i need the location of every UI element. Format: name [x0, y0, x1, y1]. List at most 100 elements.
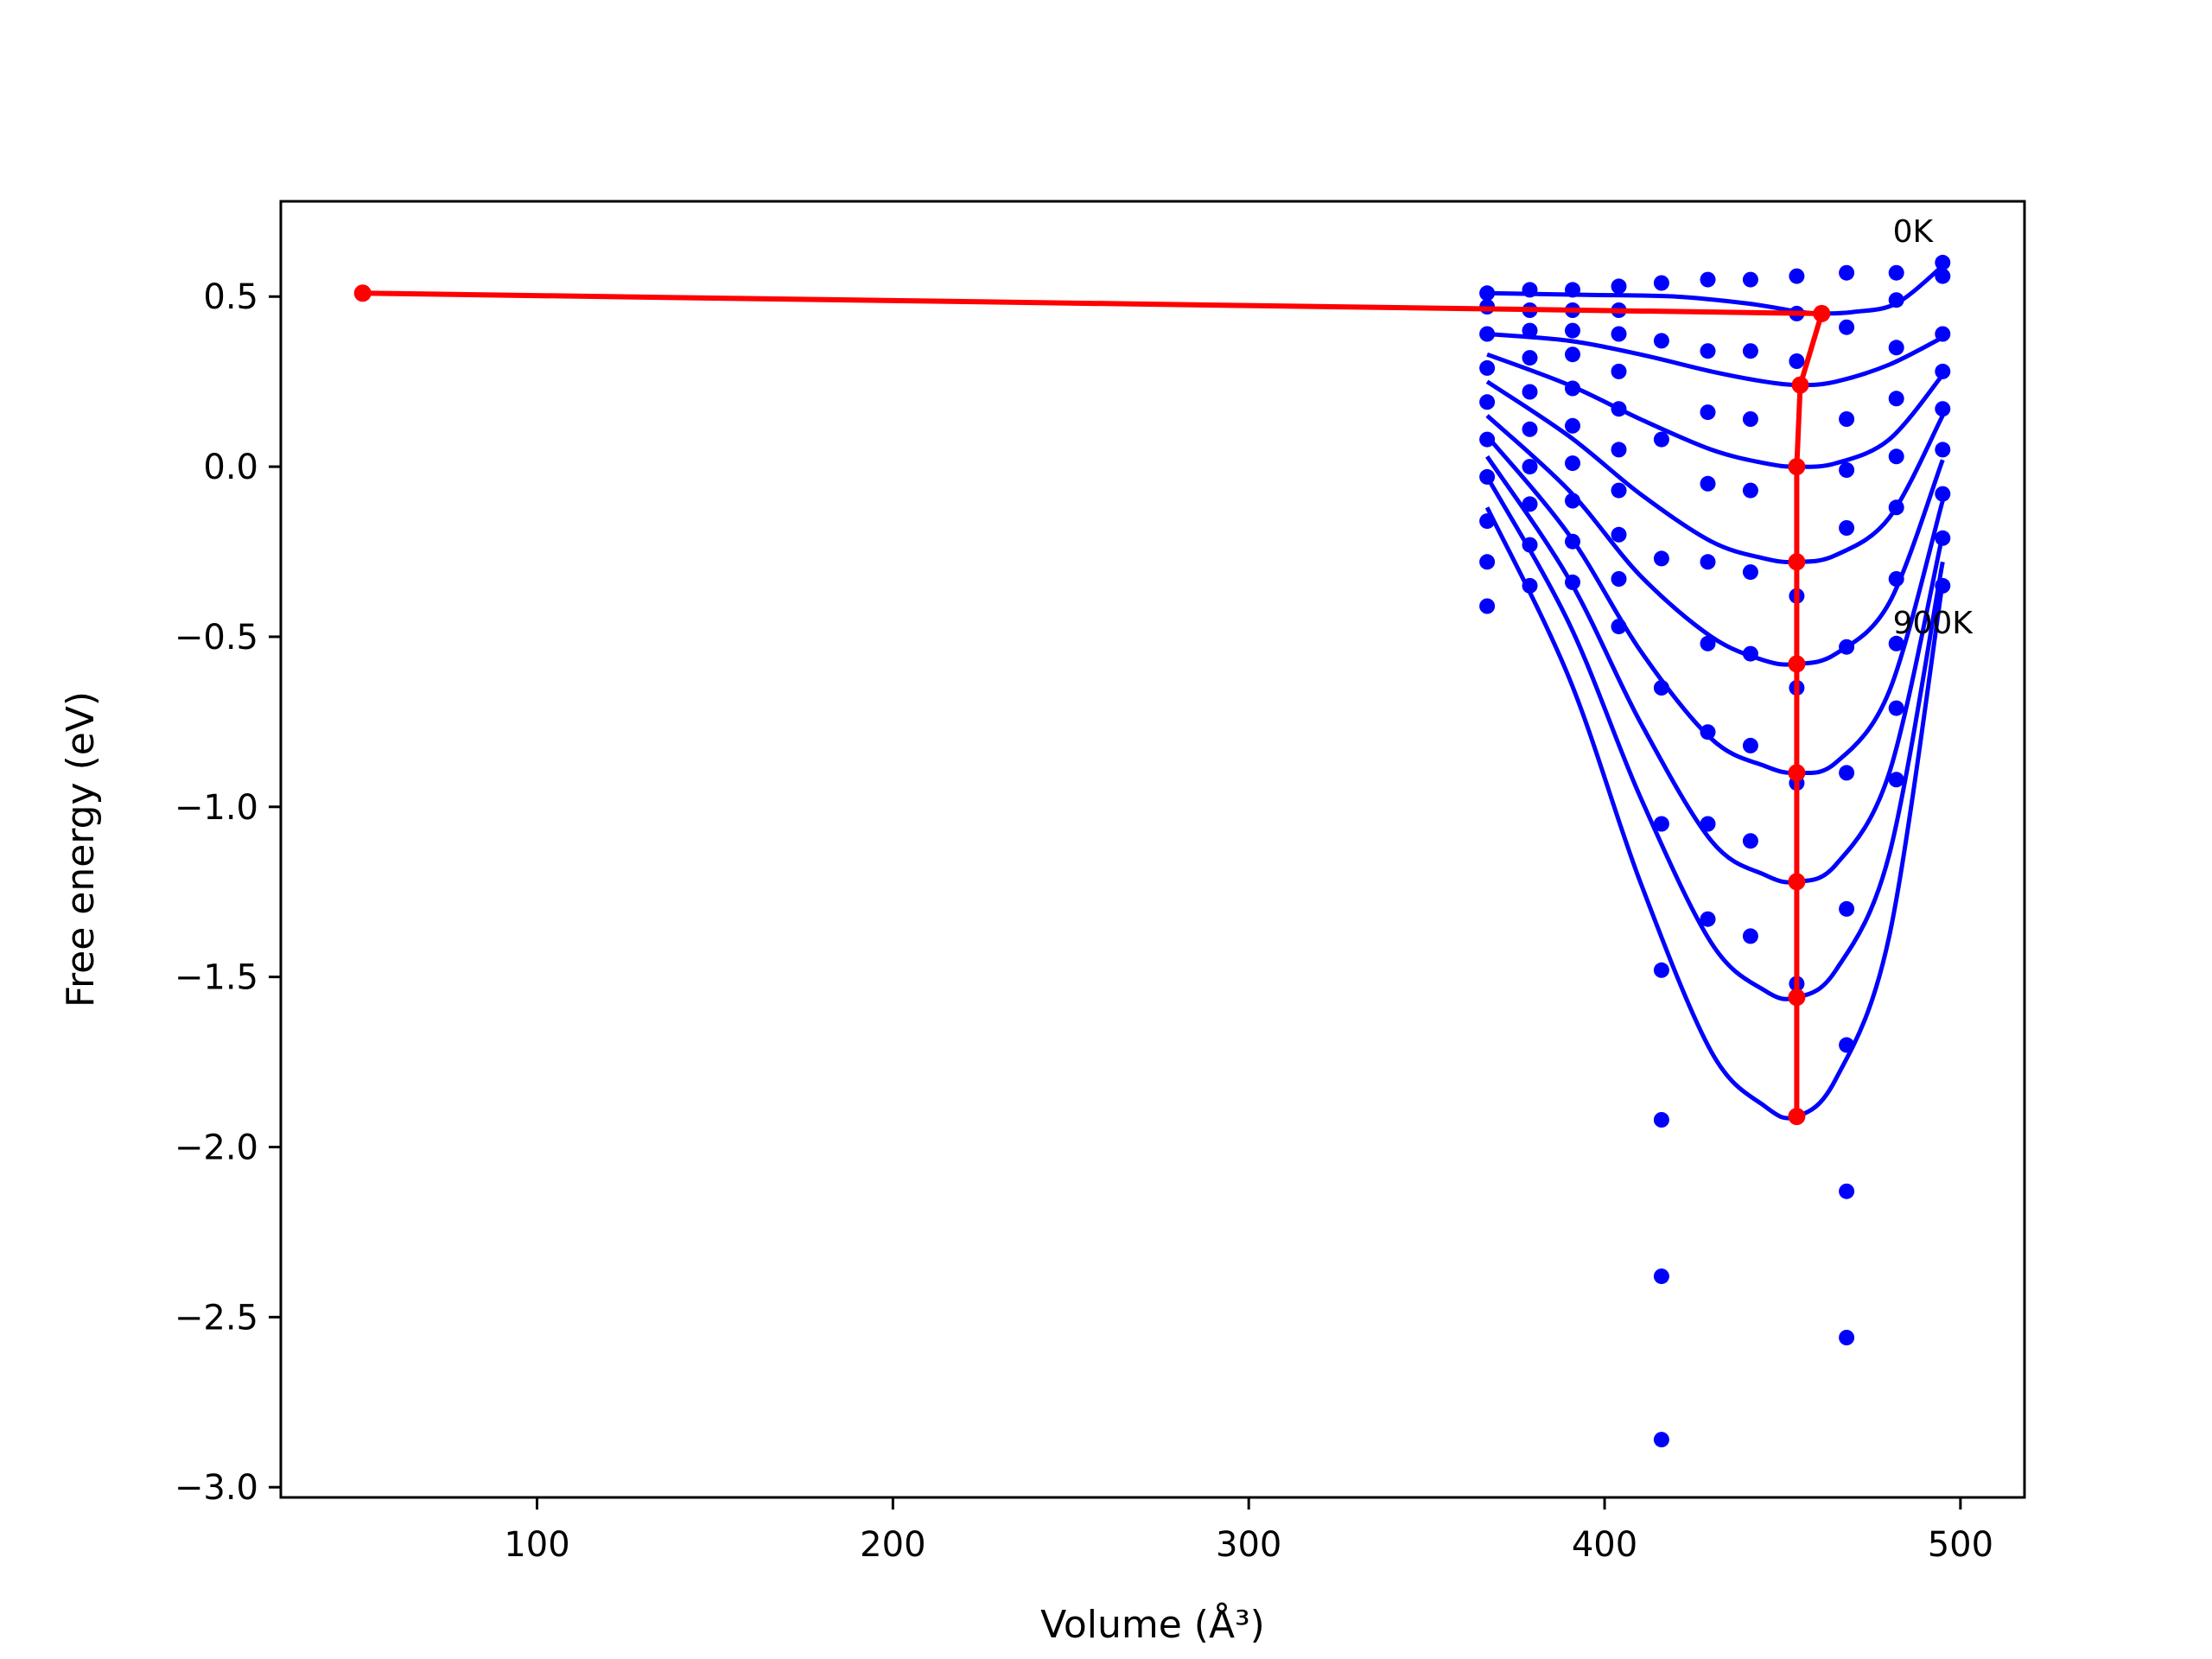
- data-point-76: [1479, 598, 1496, 614]
- data-point-5: [1653, 275, 1669, 291]
- minimum-marker-8: [1788, 873, 1806, 891]
- y-tick-label: 0.0: [203, 448, 258, 487]
- data-point-64: [1611, 526, 1627, 543]
- data-point-67: [1522, 537, 1538, 553]
- data-point-48: [1611, 442, 1627, 458]
- data-point-8: [1789, 268, 1805, 284]
- data-point-28: [1888, 340, 1904, 356]
- data-point-36: [1839, 411, 1855, 427]
- data-point-25: [1742, 343, 1758, 359]
- data-point-70: [1653, 550, 1669, 567]
- data-point-78: [1565, 574, 1580, 590]
- data-point-93: [1700, 816, 1716, 832]
- data-point-41: [1565, 380, 1580, 397]
- data-point-105: [1653, 1432, 1669, 1448]
- data-point-17: [1888, 292, 1904, 308]
- data-point-59: [1888, 499, 1904, 516]
- data-point-32: [1565, 346, 1580, 363]
- data-point-75: [1935, 577, 1951, 594]
- y-tick-label: −2.0: [175, 1128, 258, 1167]
- minimum-marker-10: [1788, 1108, 1806, 1126]
- fit-curve-1: [1487, 264, 1944, 316]
- data-point-43: [1653, 431, 1669, 448]
- minimum-marker-1: [353, 284, 372, 302]
- x-tick-label: 100: [504, 1525, 569, 1565]
- temperature-annotations: 0K 900K: [1893, 214, 1974, 641]
- data-point-27: [1839, 319, 1855, 335]
- data-point-58: [1839, 520, 1855, 536]
- minimum-path: [353, 284, 1831, 1126]
- fit-curve-7: [1485, 454, 1945, 885]
- minimum-marker-9: [1788, 988, 1806, 1007]
- plot-frame: [279, 200, 2026, 1499]
- data-point-77: [1522, 577, 1538, 594]
- data-point-82: [1839, 639, 1855, 655]
- data-point-42: [1611, 401, 1627, 417]
- data-points: [1479, 254, 1951, 1448]
- data-point-61: [1479, 513, 1496, 530]
- data-point-98: [1653, 962, 1669, 978]
- data-point-62: [1522, 496, 1538, 512]
- data-point-20: [1522, 322, 1538, 339]
- minimum-marker-6: [1788, 655, 1806, 673]
- data-point-49: [1839, 462, 1855, 478]
- data-point-92: [1653, 816, 1669, 832]
- data-point-21: [1565, 322, 1580, 339]
- minimum-marker-3: [1791, 376, 1809, 394]
- data-point-84: [1653, 680, 1669, 696]
- data-point-46: [1522, 421, 1538, 437]
- data-point-104: [1839, 1330, 1855, 1345]
- data-point-88: [1742, 737, 1758, 753]
- x-tick-label: 300: [1216, 1525, 1281, 1565]
- data-point-19: [1479, 326, 1496, 342]
- data-point-96: [1742, 928, 1758, 944]
- data-point-45: [1479, 431, 1496, 448]
- data-point-86: [1888, 700, 1904, 716]
- minimum-marker-7: [1788, 764, 1806, 782]
- x-axis-label: Volume (Å³): [1040, 1601, 1265, 1647]
- minimum-marker-4: [1788, 458, 1806, 476]
- minimum-marker-5: [1788, 553, 1806, 571]
- data-point-71: [1700, 554, 1716, 570]
- data-point-50: [1888, 448, 1904, 465]
- data-point-40: [1522, 384, 1538, 400]
- minimum-path-line: [362, 290, 1825, 1117]
- data-point-81: [1742, 645, 1758, 662]
- data-point-68: [1565, 533, 1580, 550]
- y-tick-label: −2.5: [175, 1298, 258, 1338]
- y-tick-label: 0.5: [203, 277, 258, 317]
- data-point-4: [1611, 278, 1627, 295]
- data-point-31: [1522, 350, 1538, 366]
- data-point-55: [1611, 482, 1627, 499]
- data-point-34: [1700, 404, 1716, 421]
- data-point-39: [1479, 394, 1496, 410]
- data-point-51: [1935, 442, 1951, 458]
- data-point-94: [1742, 833, 1758, 849]
- data-point-63: [1565, 493, 1580, 509]
- x-tick-label: 500: [1928, 1525, 1993, 1565]
- y-axis-label: Free energy (eV): [59, 691, 103, 1007]
- data-point-22: [1611, 326, 1627, 342]
- fit-curve-8: [1484, 475, 1945, 1001]
- minimum-marker-2: [1813, 304, 1831, 322]
- data-point-65: [1935, 530, 1951, 546]
- fit-curve-4: [1485, 379, 1945, 565]
- data-point-100: [1839, 1037, 1855, 1053]
- y-tick-label: −3.0: [175, 1468, 258, 1508]
- data-point-47: [1565, 417, 1580, 434]
- y-axis-ticks: 0.5 0.0 −0.5 −1.0 −1.5 −2.0 −2.5 −3.0: [175, 277, 281, 1508]
- annotation-900k: 900K: [1893, 606, 1974, 641]
- data-point-87: [1700, 724, 1716, 741]
- data-point-57: [1742, 482, 1758, 499]
- data-point-35: [1742, 411, 1758, 427]
- data-point-97: [1839, 900, 1855, 917]
- x-tick-label: 200: [860, 1525, 925, 1565]
- data-point-103: [1653, 1268, 1669, 1285]
- data-point-53: [1522, 459, 1538, 475]
- data-point-9: [1839, 264, 1855, 281]
- data-point-95: [1700, 911, 1716, 927]
- data-point-102: [1839, 1183, 1855, 1199]
- data-point-74: [1888, 571, 1904, 587]
- data-point-11: [1935, 254, 1951, 270]
